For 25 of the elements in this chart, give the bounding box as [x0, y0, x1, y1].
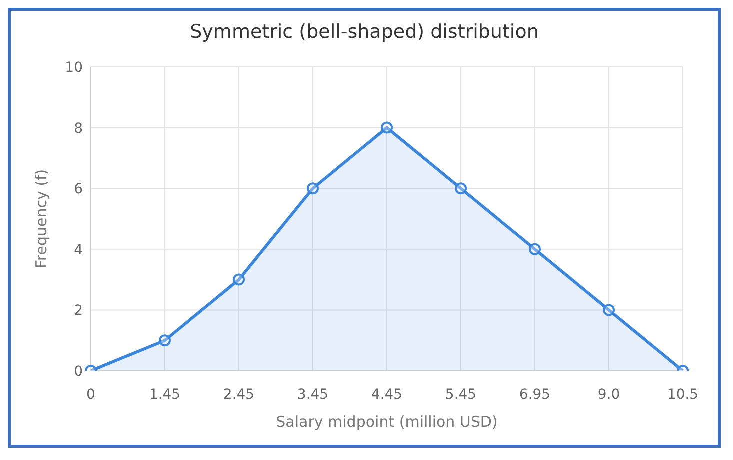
x-tick-label: 0 — [86, 386, 96, 403]
y-tick-label: 2 — [74, 303, 83, 320]
point — [455, 182, 467, 195]
x-tick-label: 5.45 — [445, 386, 477, 403]
y-tick-label: 0 — [74, 364, 83, 380]
x-tick-label: 6.95 — [519, 386, 551, 403]
y-tick-label: 8 — [74, 120, 83, 137]
y-tick-label: 6 — [74, 182, 84, 198]
x-tick-label: 1.45 — [149, 386, 181, 403]
point — [307, 182, 319, 195]
y-tick-label: 10 — [65, 60, 83, 76]
x-tick-label: 10.5 — [667, 386, 699, 403]
point — [603, 304, 615, 316]
point — [233, 274, 245, 286]
y-tick-label: 4 — [74, 242, 84, 258]
point — [529, 243, 541, 256]
chart-title: Symmetric (bell-shaped) distribution — [189, 21, 540, 45]
point — [381, 122, 393, 134]
x-tick-label: 3.45 — [297, 386, 329, 403]
x-tick-label: 9.0 — [598, 386, 620, 403]
x-axis-title: Salary midpoint (million USD) — [276, 413, 498, 431]
x-tick-label: 2.45 — [223, 386, 255, 403]
x-tick-label: 4.45 — [371, 386, 403, 403]
y-axis-title: Frequency (f) — [32, 169, 50, 269]
point — [159, 334, 171, 347]
